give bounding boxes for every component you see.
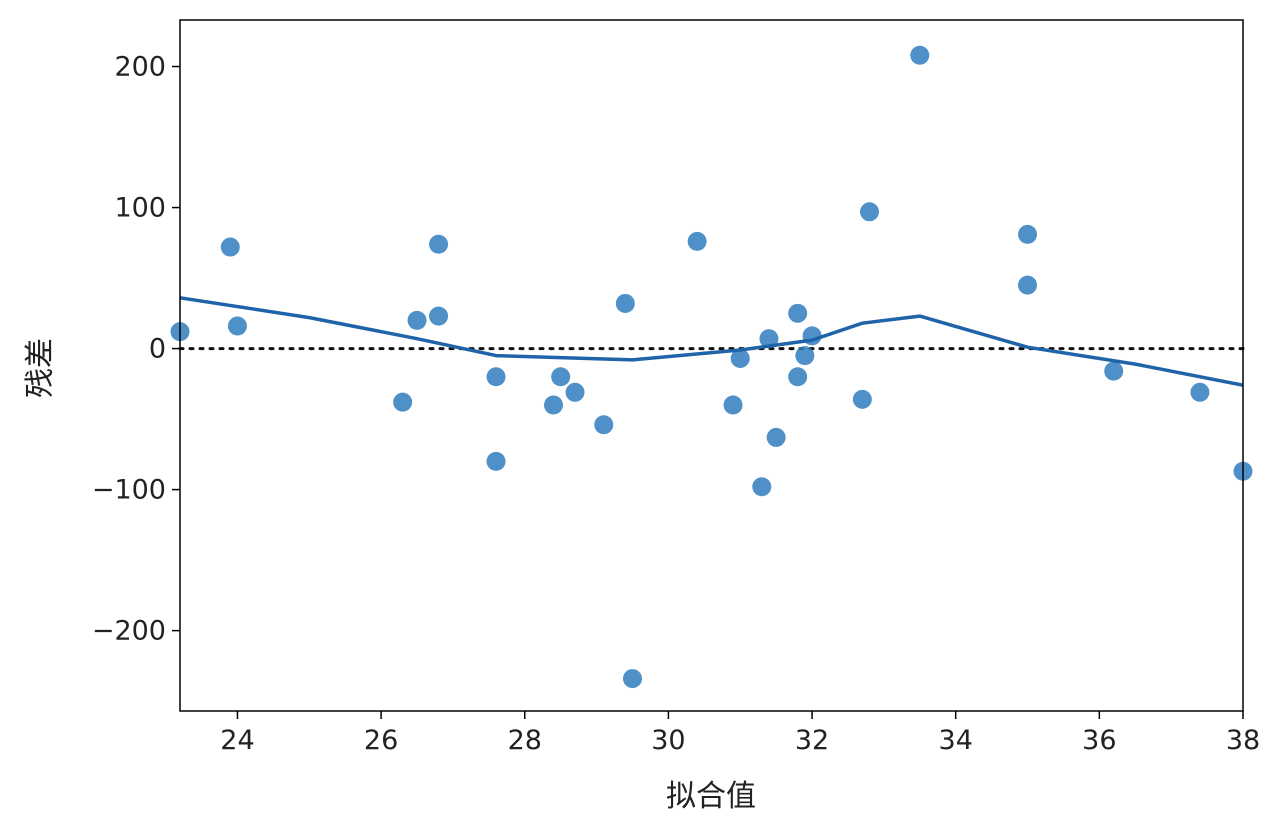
data-point [788, 367, 808, 387]
x-tick-label: 30 [651, 725, 685, 756]
y-axis-label: 残差 [23, 338, 58, 398]
data-point [486, 367, 506, 387]
data-point [910, 45, 930, 65]
data-point [1104, 361, 1124, 381]
data-point [622, 669, 642, 689]
data-point [565, 382, 585, 402]
y-tick-label: −100 [92, 475, 166, 506]
x-axis-label: 拟合值 [666, 779, 756, 814]
y-tick-label: 0 [149, 334, 166, 365]
x-tick-label: 38 [1226, 725, 1260, 756]
data-point [752, 477, 772, 497]
x-tick-label: 34 [939, 725, 973, 756]
data-point [795, 346, 815, 366]
data-point [407, 310, 427, 330]
x-tick-label: 32 [795, 725, 829, 756]
data-point [429, 306, 449, 326]
data-point [788, 303, 808, 323]
x-axis-ticks: 24 26 28 30 32 34 36 38 [220, 711, 1260, 756]
plot-frame [179, 19, 1244, 712]
data-point [615, 293, 635, 313]
y-tick-label: 200 [114, 52, 166, 83]
data-point [766, 427, 786, 447]
data-point [860, 202, 880, 222]
data-point [393, 392, 413, 412]
data-point [486, 451, 506, 471]
data-point [723, 395, 743, 415]
data-point [543, 395, 563, 415]
data-point [1190, 382, 1210, 402]
y-axis-ticks: −200 −100 0 100 200 [92, 52, 180, 647]
data-point [429, 234, 449, 254]
x-tick-label: 36 [1082, 725, 1116, 756]
data-point [220, 237, 240, 257]
data-point [759, 329, 779, 349]
data-point [227, 316, 247, 336]
data-point [687, 231, 707, 251]
y-tick-label: −200 [92, 616, 166, 647]
x-tick-label: 28 [508, 725, 542, 756]
y-tick-label: 100 [114, 193, 166, 224]
data-point [551, 367, 571, 387]
trend-line [179, 296, 1244, 387]
data-point [1018, 224, 1038, 244]
data-point [852, 389, 872, 409]
x-tick-label: 26 [364, 725, 398, 756]
x-tick-label: 24 [220, 725, 254, 756]
data-point [1018, 275, 1038, 295]
data-point [730, 348, 750, 368]
data-point [594, 415, 614, 435]
data-points-layer [170, 45, 1253, 689]
